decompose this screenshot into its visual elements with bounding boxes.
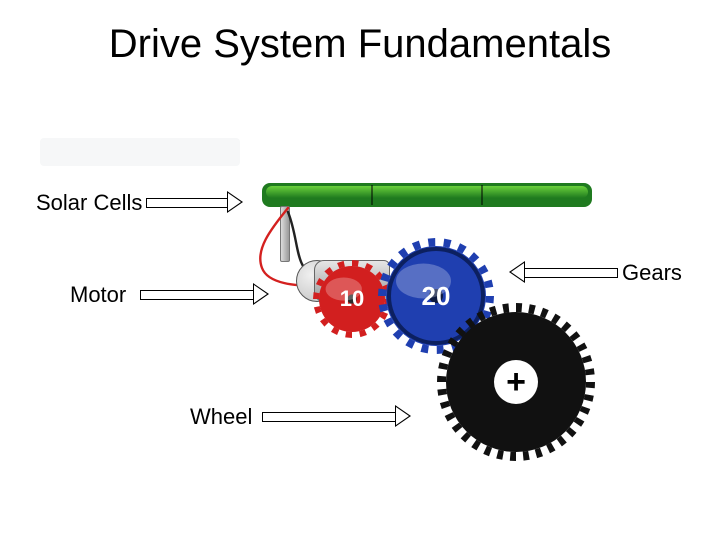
gear-label: + [435,301,597,463]
diagram-stage: Drive System Fundamentals Solar Cells Mo… [0,0,720,540]
gear-wheel: + [435,301,597,463]
